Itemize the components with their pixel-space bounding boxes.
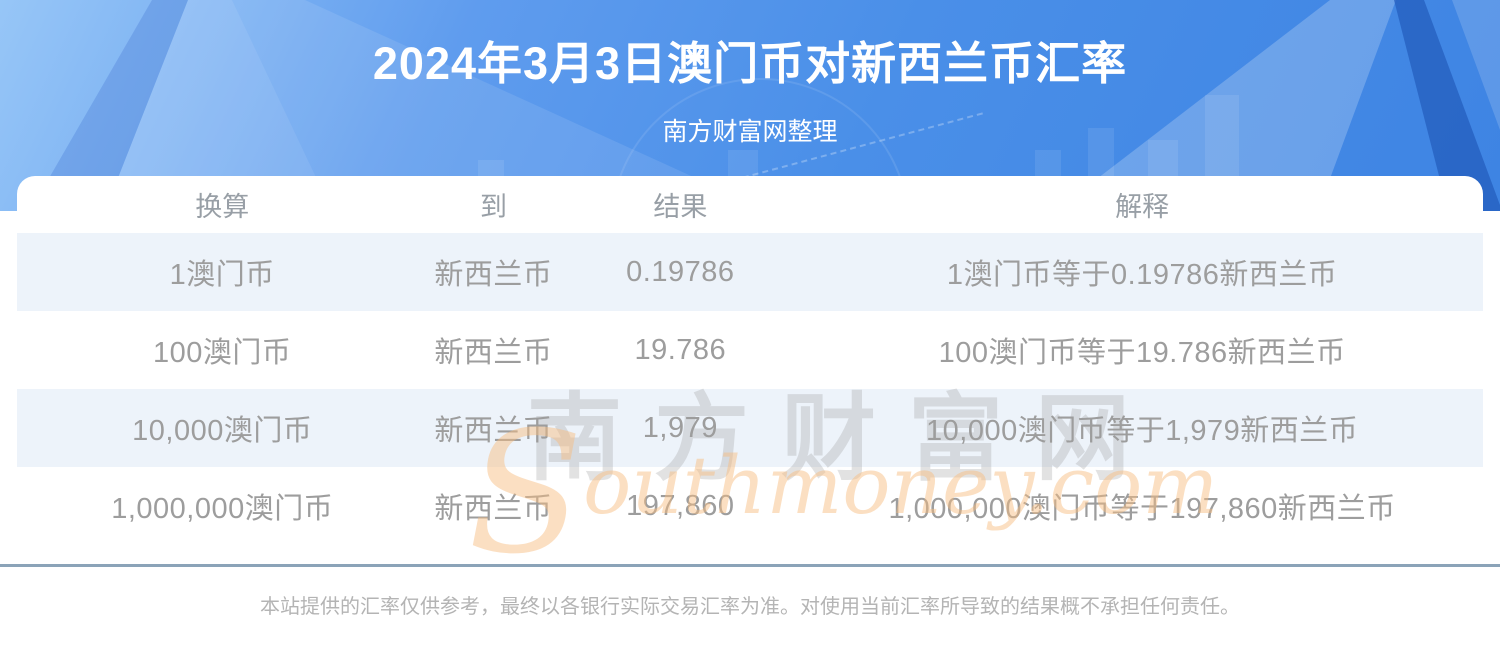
table-cell: 1,000,000澳门币等于197,860新西兰币 [888, 493, 1396, 525]
table-cell: 100澳门币 [153, 337, 292, 369]
table-cell: 100澳门币等于19.786新西兰币 [938, 337, 1346, 369]
table-cell: 新西兰币 [434, 259, 553, 291]
column-header-to: 到 [479, 192, 507, 222]
rates-card: 换算 到 结果 解释 1澳门币 新西兰币 0.19786 1澳门币等于0.19786新… [17, 176, 1483, 545]
table-row: 1澳门币 新西兰币 0.19786 1澳门币等于0.19786新西兰币 [17, 233, 1483, 311]
table-row: 100澳门币 新西兰币 19.786 100澳门币等于19.786新西兰币 [17, 311, 1483, 389]
table-header-row: 换算 到 结果 解释 [17, 176, 1483, 233]
page-title: 2024年3月3日澳门币对新西兰币汇率 [372, 38, 1128, 89]
table-cell: 1,000,000澳门币 [111, 493, 334, 525]
table-cell: 1澳门币等于0.19786新西兰币 [946, 259, 1338, 291]
column-header-explanation: 解释 [1115, 192, 1170, 222]
table-cell: 197,860 [626, 489, 735, 522]
rates-table: 换算 到 结果 解释 1澳门币 新西兰币 0.19786 1澳门币等于0.19786新… [17, 176, 1483, 545]
table-cell: 19.786 [634, 333, 727, 366]
table-cell: 0.19786 [626, 255, 735, 288]
table-cell: 1,979 [642, 411, 718, 444]
table-cell: 10,000澳门币等于1,979新西兰币 [926, 415, 1359, 447]
table-row: 1,000,000澳门币 新西兰币 197,860 1,000,000澳门币等于197… [17, 467, 1483, 545]
table-cell: 新西兰币 [434, 415, 553, 447]
page-subtitle: 南方财富网整理 [662, 118, 838, 146]
table-row: 10,000澳门币 新西兰币 1,979 10,000澳门币等于1,979新西兰币 [17, 389, 1483, 467]
table-cell: 1澳门币 [169, 259, 275, 291]
table-cell: 新西兰币 [434, 493, 553, 525]
table-cell: 10,000澳门币 [132, 415, 313, 447]
column-header-convert: 换算 [195, 192, 250, 222]
table-cell: 新西兰币 [434, 337, 553, 369]
disclaimer-text: 本站提供的汇率仅供参考，最终以各银行实际交易汇率为准。对使用当前汇率所导致的结果… [260, 596, 1240, 618]
footer-divider [0, 564, 1500, 567]
column-header-result: 结果 [653, 192, 708, 222]
